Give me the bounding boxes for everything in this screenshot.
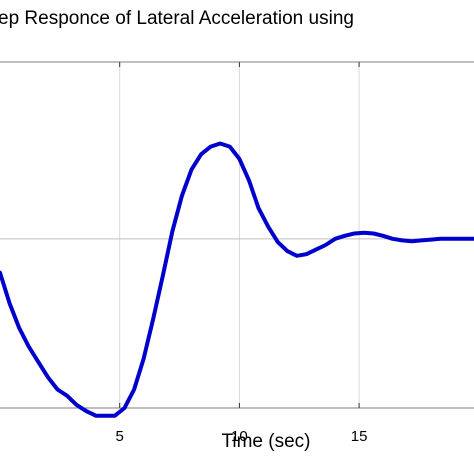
series-line <box>0 141 474 418</box>
grid-layer <box>0 61 474 409</box>
x-tick-label: 10 <box>231 428 248 445</box>
series-layer <box>0 141 474 418</box>
chart-title: ep Responce of Lateral Acceleration usin… <box>0 8 354 29</box>
tick-mark-layer <box>119 62 360 408</box>
x-tick-label: 15 <box>351 428 368 445</box>
tick-label-layer: 5 10 15 <box>116 428 368 445</box>
x-tick-label: 5 <box>116 428 124 445</box>
x-axis-label: Time (sec) <box>221 431 310 452</box>
